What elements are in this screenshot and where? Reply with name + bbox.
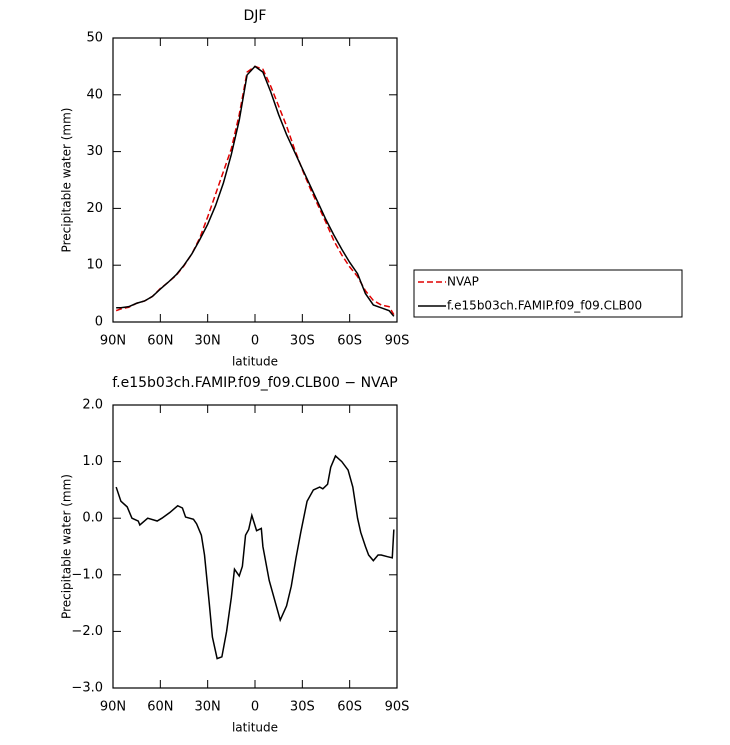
y-tick-label: 30 <box>86 144 103 159</box>
data-line <box>115 454 395 660</box>
y-tick-label: 0 <box>95 315 103 330</box>
y-tick-label: 20 <box>86 201 103 216</box>
x-axis-label: latitude <box>232 355 278 369</box>
x-tick-label: 90N <box>100 700 126 715</box>
y-axis-label: Precipitable water (mm) <box>60 108 74 253</box>
y-tick-label: 40 <box>86 87 103 102</box>
y-tick-label: 0.0 <box>82 511 103 526</box>
y-tick-label: −1.0 <box>71 567 103 582</box>
x-tick-label: 60N <box>147 700 173 715</box>
x-tick-label: 90N <box>100 334 126 349</box>
x-tick-label: 60S <box>337 700 362 715</box>
plot-frame <box>112 37 398 323</box>
legend-box <box>413 269 683 318</box>
y-axis-label: Precipitable water (mm) <box>60 474 74 619</box>
x-tick-label: 60S <box>337 334 362 349</box>
x-tick-label: 90S <box>385 334 410 349</box>
x-tick-label: 60N <box>147 334 173 349</box>
x-tick-label: 0 <box>251 700 259 715</box>
y-tick-label: 50 <box>86 31 103 46</box>
data-line <box>115 65 395 316</box>
plot-frame <box>112 404 398 689</box>
x-tick-label: 90S <box>385 700 410 715</box>
x-tick-label: 30S <box>290 700 315 715</box>
x-tick-label: 30N <box>195 700 221 715</box>
y-tick-label: −2.0 <box>71 624 103 639</box>
chart-title: f.e15b03ch.FAMIP.f09_f09.CLB00 − NVAP <box>112 375 398 391</box>
x-axis-label: latitude <box>232 721 278 735</box>
chart-title: DJF <box>244 8 267 24</box>
x-tick-label: 0 <box>251 334 259 349</box>
data-line <box>116 65 395 317</box>
y-tick-label: 10 <box>86 258 103 273</box>
x-tick-label: 30S <box>290 334 315 349</box>
y-tick-label: −3.0 <box>71 681 103 696</box>
y-tick-label: 1.0 <box>82 454 103 469</box>
legend-label: NVAP <box>447 275 479 289</box>
y-tick-label: 2.0 <box>82 398 103 413</box>
x-tick-label: 30N <box>195 334 221 349</box>
legend-label: f.e15b03ch.FAMIP.f09_f09.CLB00 <box>447 299 642 313</box>
